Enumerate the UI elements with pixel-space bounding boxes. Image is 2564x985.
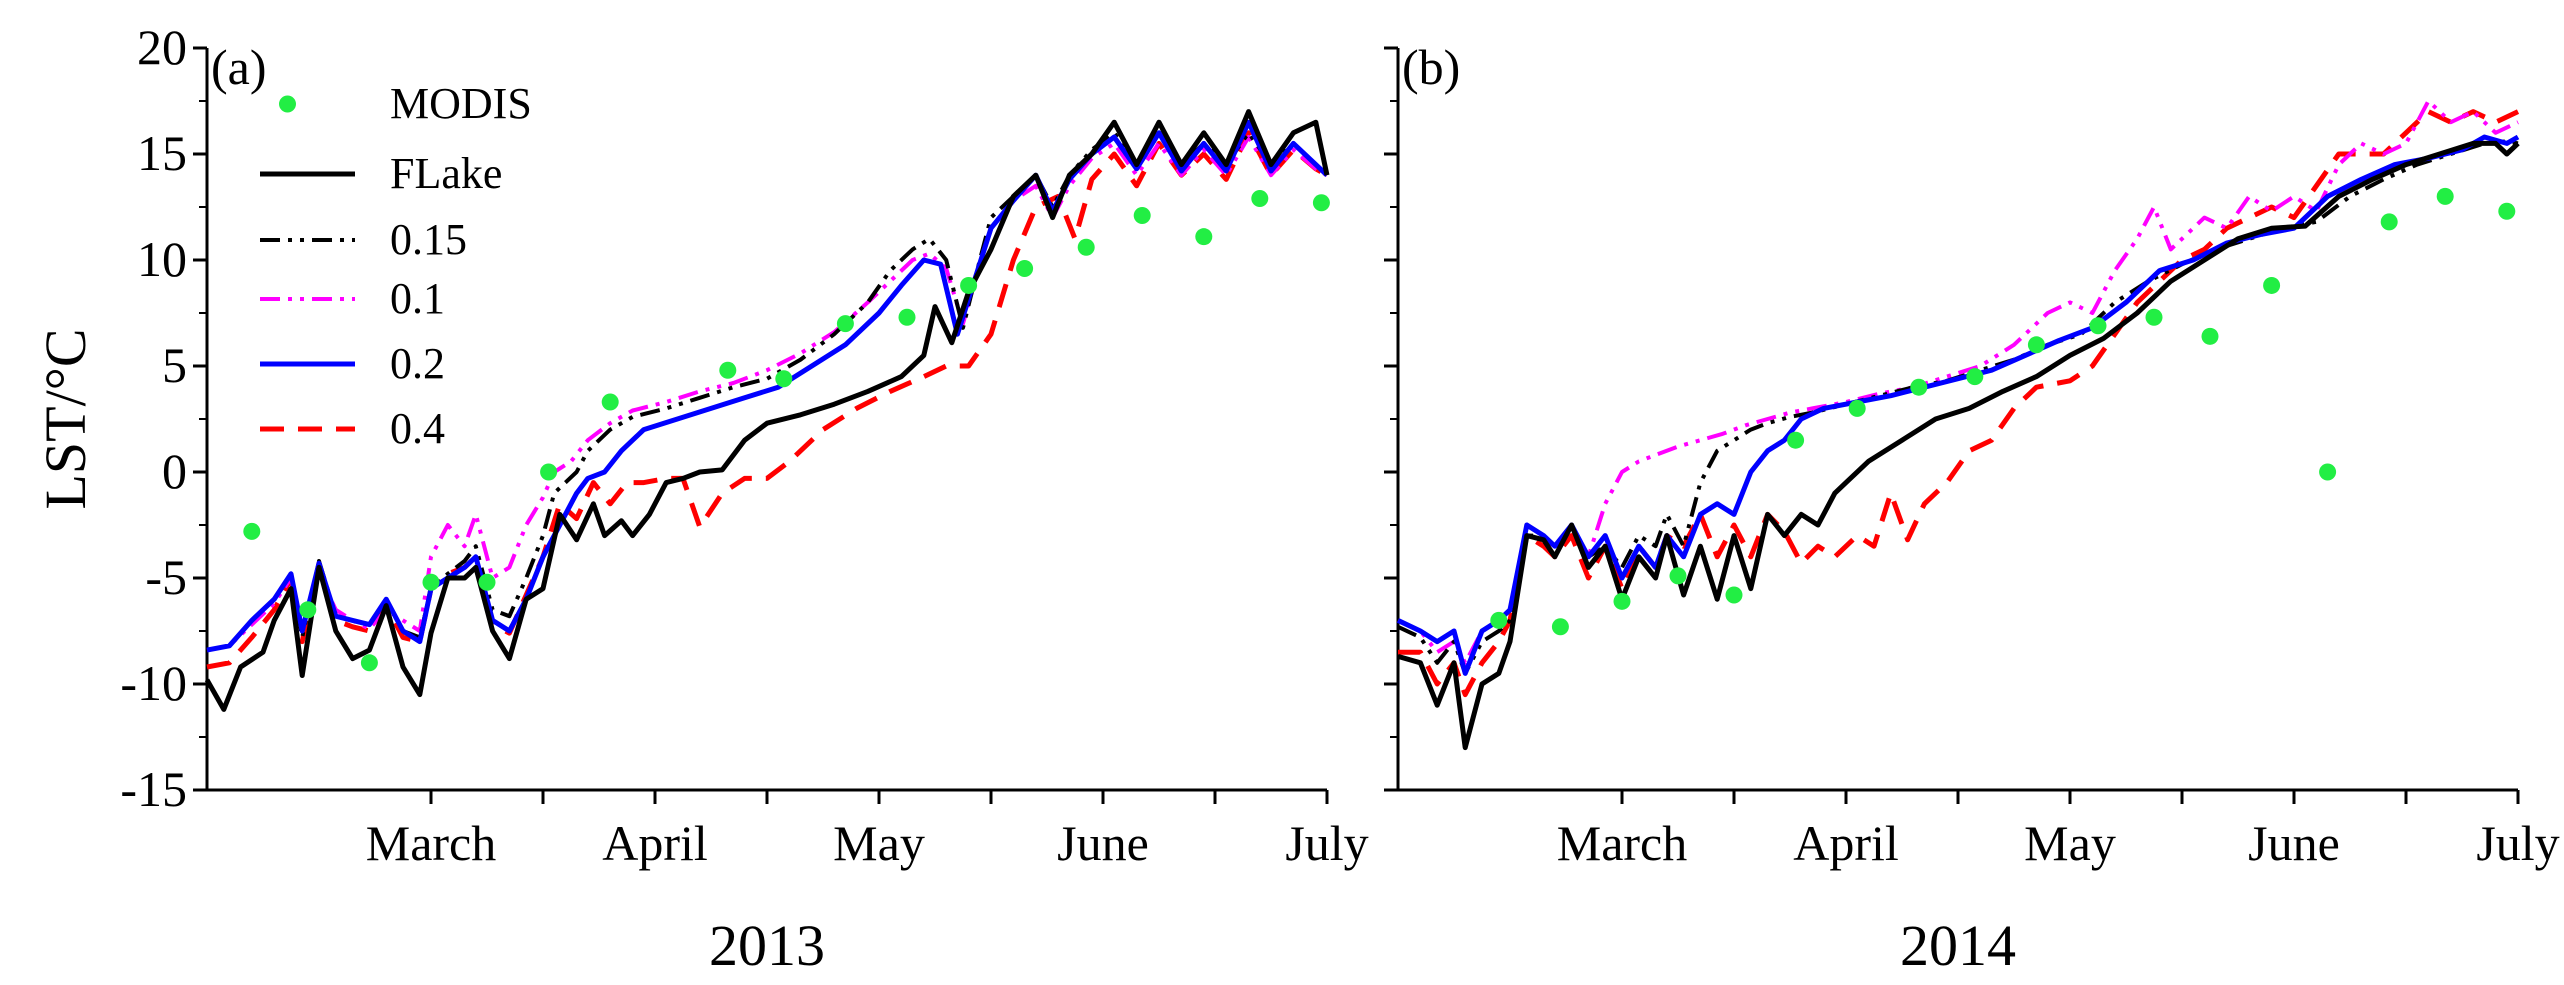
legend-label: 0.2	[390, 339, 445, 388]
modis-point	[1966, 368, 1984, 386]
y-tick-label: -10	[120, 655, 187, 711]
y-tick-label: 0	[162, 443, 187, 499]
modis-point	[2436, 187, 2454, 205]
series-line-FLake	[204, 109, 1330, 712]
y-tick-label: 20	[137, 19, 187, 75]
x-tick-label: July	[2476, 815, 2559, 871]
series-line-0-1	[206, 135, 1328, 653]
legend-label: 0.4	[390, 404, 445, 453]
legend-label: FLake	[390, 149, 502, 198]
modis-point	[1251, 190, 1269, 208]
modis-point	[836, 315, 854, 333]
y-tick-label: 10	[137, 231, 187, 287]
modis-point	[1490, 611, 1508, 629]
x-tick-label: May	[2024, 815, 2116, 871]
x-tick-label: March	[366, 815, 497, 871]
legend-label: MODIS	[390, 79, 532, 128]
modis-point	[2319, 463, 2337, 481]
series-line-FLake	[1397, 140, 2520, 751]
y-tick-label: -15	[120, 761, 187, 817]
series-line-0-2	[1396, 134, 2520, 676]
legend-label: 0.15	[390, 215, 467, 264]
y-axis-label: LST/°C	[33, 328, 98, 509]
modis-point	[719, 361, 737, 379]
series-line-0-15	[1397, 139, 2519, 676]
legend-label: 0.1	[390, 274, 445, 323]
modis-point	[775, 370, 793, 388]
x-tick-label: May	[833, 815, 925, 871]
modis-point	[2498, 202, 2516, 220]
modis-point	[1195, 228, 1213, 246]
modis-point	[422, 573, 440, 591]
x-tick-label: March	[1557, 815, 1688, 871]
modis-point	[1613, 592, 1631, 610]
modis-point	[1551, 618, 1569, 636]
x-axis-year-label: 2013	[709, 913, 825, 978]
modis-point	[2380, 213, 2398, 231]
modis-point	[360, 654, 378, 672]
modis-point	[2145, 308, 2163, 326]
modis-point	[540, 463, 558, 481]
modis-point	[478, 573, 496, 591]
series-line-0-4	[206, 130, 1329, 670]
modis-point	[1910, 378, 1928, 396]
x-tick-label: April	[602, 815, 708, 871]
y-tick-label: -5	[145, 549, 187, 605]
modis-point	[2263, 276, 2281, 294]
modis-point	[1133, 206, 1151, 224]
x-tick-label: April	[1793, 815, 1899, 871]
y-tick-label: 5	[162, 337, 187, 393]
series-line-0-2	[206, 119, 1329, 653]
modis-point	[960, 276, 978, 294]
modis-point	[1787, 431, 1805, 449]
x-tick-label: June	[2248, 815, 2340, 871]
legend-marker-modis	[279, 95, 296, 113]
panel-b: March April May June July 2014 (b)	[1384, 39, 2560, 978]
legend: MODIS FLake 0.15 0.1 0.2 0.4	[260, 79, 532, 453]
modis-point	[1848, 399, 1866, 417]
modis-point	[2089, 317, 2107, 335]
modis-point	[1016, 259, 1034, 277]
panel-label: (a)	[211, 39, 267, 95]
x-axis-year-label: 2014	[1900, 913, 2016, 978]
x-tick-label: July	[1285, 815, 1368, 871]
modis-point	[1077, 238, 1095, 256]
modis-point	[1725, 586, 1743, 604]
modis-point	[1669, 567, 1687, 585]
series-line-0-4	[1398, 109, 2520, 698]
x-tick-label: June	[1057, 815, 1149, 871]
modis-point	[299, 601, 317, 619]
modis-point	[2201, 327, 2219, 345]
panel-a: -15 -10 -5 0 5 10 15 20 March April May June July 201…	[120, 19, 1368, 978]
modis-point	[1312, 194, 1330, 212]
modis-point	[2027, 336, 2045, 354]
panel-label: (b)	[1402, 39, 1460, 95]
modis-point	[898, 308, 916, 326]
y-tick-label: 15	[137, 125, 187, 181]
modis-point	[243, 522, 261, 540]
modis-point	[601, 393, 619, 411]
